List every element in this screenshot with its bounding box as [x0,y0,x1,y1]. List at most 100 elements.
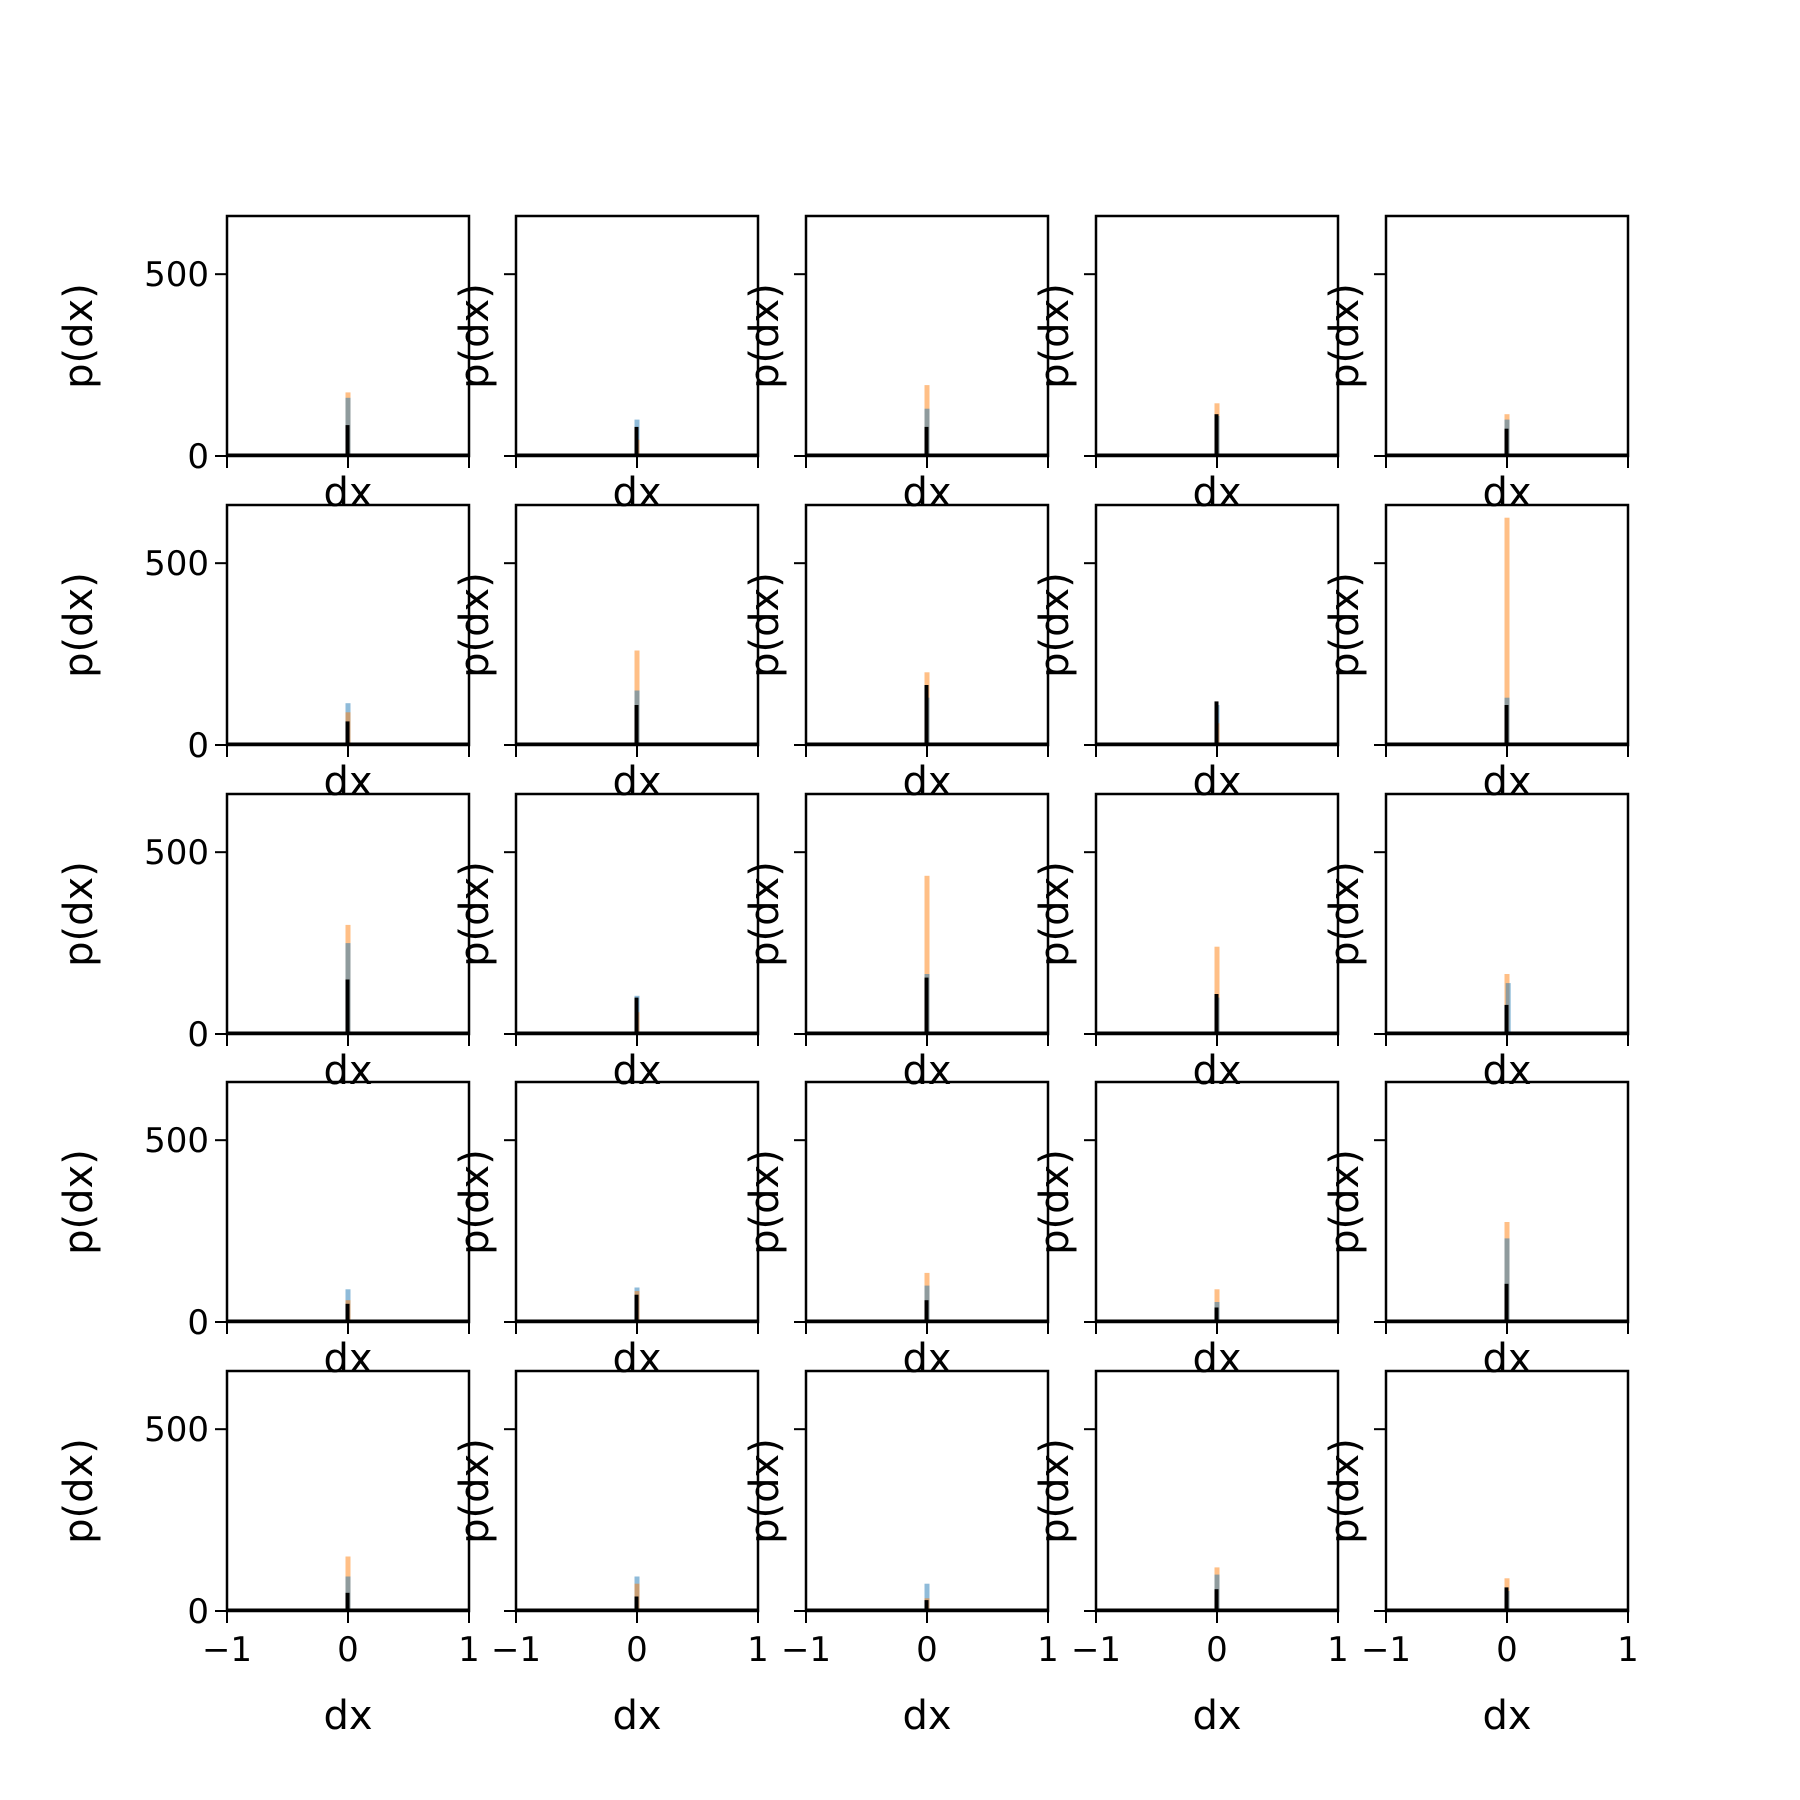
histogram-bar [634,1294,639,1322]
subplot-r4-c2: dx p(dx) [452,1080,760,1382]
histogram-bar [1504,705,1509,745]
subplot-r2-c1: 0 500 dx p(dx) [56,503,471,805]
histogram-bar [634,426,639,456]
x-axis-label: dx [612,1336,661,1382]
x-tick-label: 1 [458,1630,480,1670]
subplot-r5-c5: −1 0 1 dx p(dx) [1322,1369,1639,1739]
x-axis-label: dx [1482,1048,1531,1094]
x-tick-label: −1 [202,1630,252,1670]
subplot-r2-c2: dx p(dx) [452,503,760,805]
y-tick-label: 0 [187,1592,209,1632]
y-tick-label: 0 [187,726,209,766]
histogram-bar [1214,946,1220,1034]
histogram-bar [1504,1238,1510,1322]
y-tick-label: 0 [187,1015,209,1055]
y-axis-label: p(dx) [742,1149,788,1255]
subplot-grid: 0 500 dx p(dx) dx p(dx) dx p(dx) dx p(dx) dx p(dx) 0… [56,214,1639,1739]
x-tick-label: 1 [1037,1630,1059,1670]
x-axis-label: dx [1192,470,1241,516]
x-tick-label: −1 [491,1630,541,1670]
x-tick-label: 1 [1327,1630,1349,1670]
subplot-r1-c5: dx p(dx) [1322,214,1630,516]
x-axis-label: dx [323,759,372,805]
y-axis-label: p(dx) [1322,283,1368,389]
x-tick-label: 0 [1496,1630,1518,1670]
x-tick-label: 0 [337,1630,359,1670]
y-axis-label: p(dx) [1322,572,1368,678]
histogram-bar [924,1300,929,1322]
subplot-r5-c2: −1 0 1 dx p(dx) [452,1369,769,1739]
subplot-r1-c2: dx p(dx) [452,214,760,516]
histogram-bar [345,1303,350,1322]
x-axis-label: dx [1482,1336,1531,1382]
x-axis-label: dx [902,470,951,516]
y-axis-label: p(dx) [1032,861,1078,967]
x-axis-label: dx [323,1693,372,1739]
subplot-r1-c4: dx p(dx) [1032,214,1340,516]
y-tick-label: 500 [144,833,209,873]
x-axis-label: dx [323,1336,372,1382]
subplot-r2-c3: dx p(dx) [742,503,1050,805]
histogram-bar [1504,1587,1509,1611]
x-axis-label: dx [612,1693,661,1739]
histogram-bar [1214,994,1219,1034]
y-tick-label: 500 [144,1410,209,1450]
y-axis-label: p(dx) [56,572,102,678]
y-axis-label: p(dx) [56,861,102,967]
x-axis-label: dx [1192,1693,1241,1739]
x-axis-label: dx [1192,759,1241,805]
y-axis-label: p(dx) [1032,1438,1078,1544]
subplot-r1-c1: 0 500 dx p(dx) [56,214,471,516]
y-axis-label: p(dx) [56,1438,102,1544]
y-tick-label: 0 [187,437,209,477]
x-tick-label: 0 [626,1630,648,1670]
y-axis-label: p(dx) [452,861,498,967]
y-axis-label: p(dx) [742,572,788,678]
subplot-r5-c3: −1 0 1 dx p(dx) [742,1369,1059,1739]
x-axis-label: dx [1192,1048,1241,1094]
x-axis-label: dx [902,1336,951,1382]
histogram-bar [924,1600,929,1611]
x-axis-label: dx [323,470,372,516]
histogram-bar [345,425,350,456]
histogram-bar [1504,517,1510,745]
histogram-bar [345,979,350,1034]
x-axis-label: dx [902,1693,951,1739]
x-tick-label: 0 [916,1630,938,1670]
histogram-bar [345,1592,350,1611]
histogram-bar [924,875,930,1034]
x-tick-label: −1 [781,1630,831,1670]
y-axis-label: p(dx) [742,1438,788,1544]
subplot-r2-c4: dx p(dx) [1032,503,1340,805]
y-axis-label: p(dx) [742,283,788,389]
histogram-bar [634,705,639,745]
subplot-r4-c1: 0 500 dx p(dx) [56,1080,471,1382]
y-axis-label: p(dx) [1322,861,1368,967]
subplot-r4-c3: dx p(dx) [742,1080,1050,1382]
histogram-bar [924,977,929,1034]
y-axis-label: p(dx) [1032,283,1078,389]
y-axis-label: p(dx) [56,1149,102,1255]
y-axis-label: p(dx) [742,861,788,967]
x-tick-label: 1 [747,1630,769,1670]
x-axis-label: dx [902,1048,951,1094]
x-tick-label: 1 [1617,1630,1639,1670]
subplot-r5-c4: −1 0 1 dx p(dx) [1032,1369,1349,1739]
histogram-bar [924,1583,930,1611]
x-axis-label: dx [902,759,951,805]
y-axis-label: p(dx) [1032,572,1078,678]
subplot-r3-c5: dx p(dx) [1322,792,1630,1094]
y-axis-label: p(dx) [56,283,102,389]
subplot-r3-c2: dx p(dx) [452,792,760,1094]
subplot-r1-c3: dx p(dx) [742,214,1050,516]
x-axis-label: dx [612,759,661,805]
subplot-r4-c4: dx p(dx) [1032,1080,1340,1382]
x-axis-label: dx [1482,759,1531,805]
y-axis-label: p(dx) [452,283,498,389]
histogram-bar [924,685,929,745]
y-axis-label: p(dx) [452,1149,498,1255]
x-axis-label: dx [1192,1336,1241,1382]
